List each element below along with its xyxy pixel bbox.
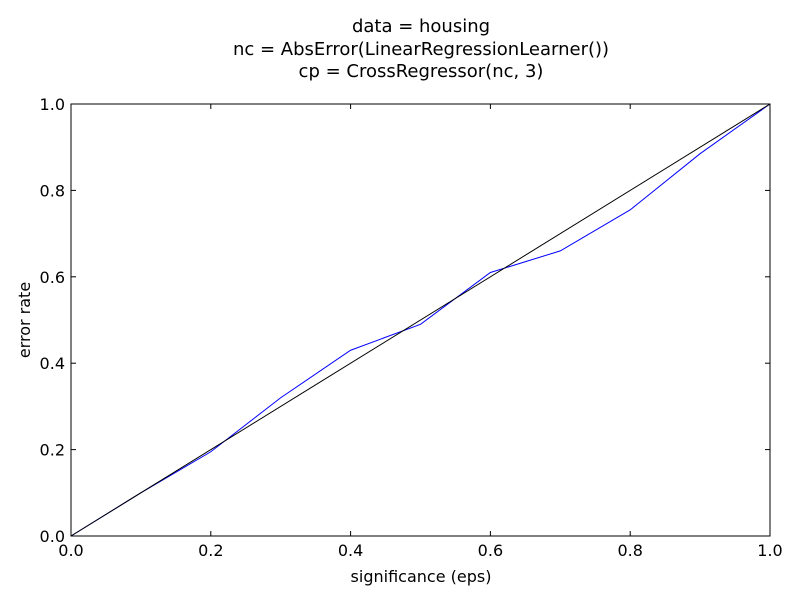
x-axis-label: significance (eps) (351, 567, 492, 586)
x-tick-label: 0.2 (198, 541, 223, 560)
chart-title: data = housing nc = AbsError(LinearRegre… (233, 16, 609, 82)
x-tick-label: 0.8 (617, 541, 642, 560)
y-axis-label: error rate (15, 282, 34, 358)
x-tick-label: 0.0 (58, 541, 83, 560)
y-tick-label: 0.2 (40, 441, 65, 460)
y-tick-label: 0.8 (40, 181, 65, 200)
y-tick-label: 0.6 (40, 268, 65, 287)
x-tick-label: 1.0 (757, 541, 782, 560)
title-line-3: cp = CrossRegressor(nc, 3) (299, 61, 544, 82)
title-line-2: nc = AbsError(LinearRegressionLearner()) (233, 39, 609, 60)
axis-ticks: 0.0 0.2 0.4 0.6 0.8 1.0 0.0 0.2 0.4 0.6 0.8 1.0 (40, 95, 783, 560)
y-tick-label: 0.4 (40, 354, 65, 373)
plot-area-frame (70, 103, 771, 537)
x-tick-label: 0.4 (338, 541, 363, 560)
x-tick-label: 0.6 (478, 541, 503, 560)
y-tick-label: 1.0 (40, 95, 65, 114)
series-line-2 (70, 103, 771, 537)
title-line-1: data = housing (352, 16, 490, 37)
plot-series (70, 103, 771, 537)
series-line-1 (70, 103, 771, 537)
y-tick-label: 0.0 (40, 527, 65, 546)
